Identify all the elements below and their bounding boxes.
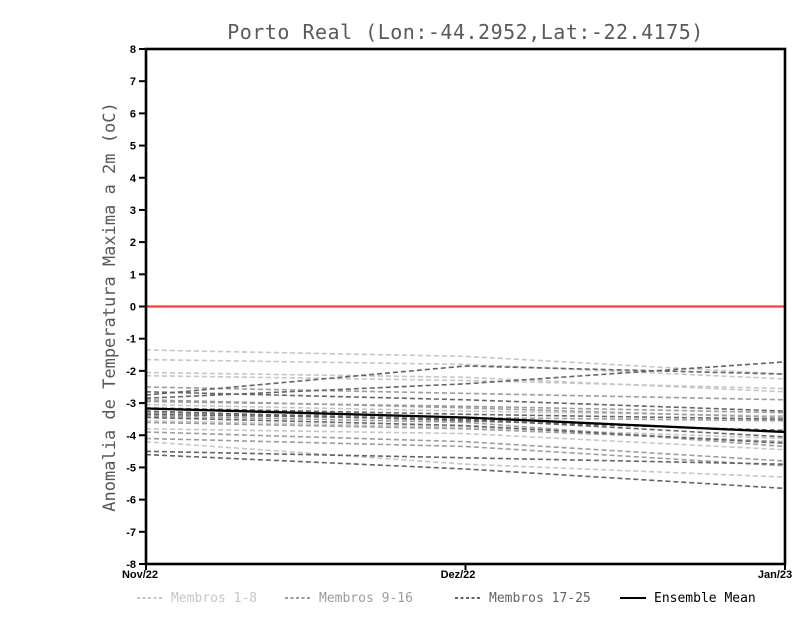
chart-title: Porto Real (Lon:-44.2952,Lat:-22.4175) <box>227 20 704 44</box>
member-line-group-1 <box>145 374 786 390</box>
member-line-group-1 <box>145 371 786 393</box>
y-tick-label: -3 <box>126 398 136 410</box>
member-line-group-3 <box>145 450 786 465</box>
y-tick-label: 2 <box>130 237 136 249</box>
y-tick-label: -4 <box>126 430 137 442</box>
legend-line-sample-membros-17-25 <box>455 597 481 599</box>
y-tick-label: -7 <box>126 527 136 539</box>
member-line-group-3 <box>145 361 786 399</box>
y-tick-label: 1 <box>130 269 136 281</box>
y-tick-label: 6 <box>130 108 136 120</box>
member-line-group-2 <box>145 431 786 462</box>
member-line-group-1 <box>145 440 786 478</box>
member-line-group-2 <box>145 415 786 448</box>
y-tick-label: 5 <box>130 141 136 153</box>
y-tick-label: 4 <box>130 173 137 185</box>
legend-item-membros-9-16: Membros 9-16 <box>285 590 413 606</box>
member-line-group-2 <box>145 399 786 419</box>
member-line-group-3 <box>145 453 786 490</box>
member-line-group-3 <box>145 407 786 420</box>
member-line-group-3 <box>145 416 786 445</box>
legend-label-ensemble-mean: Ensemble Mean <box>654 590 756 606</box>
y-tick-label: 7 <box>130 76 136 88</box>
legend-item-membros-17-25: Membros 17-25 <box>455 590 591 606</box>
legend-item-ensemble-mean: Ensemble Mean <box>620 590 756 606</box>
member-line-group-2 <box>145 437 786 467</box>
legend-item-membros-1-8: Membros 1-8 <box>137 590 257 606</box>
member-line-group-1 <box>145 349 786 375</box>
x-tick-label: Dez/22 <box>441 569 476 581</box>
legend-label-membros-9-16: Membros 9-16 <box>319 590 413 606</box>
x-tick-label: Nov/22 <box>122 569 158 581</box>
member-line-group-2 <box>145 421 786 443</box>
y-tick-label: -8 <box>126 559 136 571</box>
member-line-group-3 <box>145 413 786 438</box>
legend-line-sample-membros-1-8 <box>137 597 163 599</box>
legend: Membros 1-8 Membros 9-16 Membros 17-25 E… <box>0 590 800 610</box>
member-line-group-2 <box>145 386 786 401</box>
ensemble-mean-line <box>145 407 786 434</box>
y-tick-label: -5 <box>126 462 136 474</box>
legend-line-sample-ensemble-mean <box>620 597 646 599</box>
y-tick-label: -6 <box>126 495 136 507</box>
y-tick-label: 8 <box>130 44 136 56</box>
y-tick-label: -2 <box>126 366 136 378</box>
legend-line-sample-membros-9-16 <box>285 597 311 599</box>
member-line-group-1 <box>145 428 786 451</box>
member-line-group-3 <box>145 365 786 396</box>
y-tick-label: 0 <box>130 302 136 314</box>
x-tick-label: Jan/23 <box>758 569 792 581</box>
member-line-group-3 <box>145 391 786 412</box>
member-line-group-1 <box>145 358 786 380</box>
y-tick-label: -1 <box>126 334 136 346</box>
legend-label-membros-17-25: Membros 17-25 <box>489 590 591 606</box>
member-line-group-2 <box>145 400 786 414</box>
member-line-group-1 <box>145 420 786 440</box>
y-tick-label: 3 <box>130 205 136 217</box>
legend-label-membros-1-8: Membros 1-8 <box>171 590 258 606</box>
